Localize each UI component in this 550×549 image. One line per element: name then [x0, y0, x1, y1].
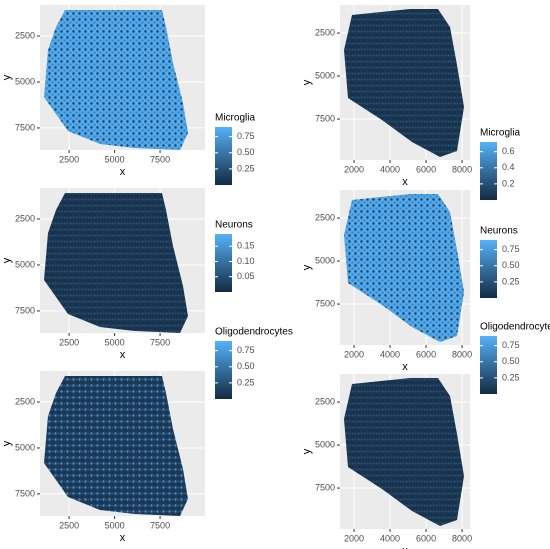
y-tick-label: 7500: [315, 298, 335, 308]
x-tick-label: 4000: [380, 349, 400, 359]
x-tick-label: 8000: [452, 164, 472, 174]
y-axis-label: y: [1, 440, 13, 446]
y-tick-label: 5000: [315, 439, 335, 449]
y-tick-label: 5000: [15, 76, 35, 86]
y-tick-label: 2500: [15, 30, 35, 40]
x-tick-label: 2000: [344, 164, 364, 174]
colorbar-tick-label: 0.75: [502, 340, 520, 350]
y-tick-label: 2500: [15, 396, 35, 406]
y-axis-label: y: [301, 79, 313, 85]
y-tick-label: 7500: [15, 305, 35, 315]
x-tick-label: 5000: [105, 154, 125, 164]
x-axis-label: x: [402, 176, 408, 188]
y-axis-label: y: [1, 257, 13, 263]
colorbar-tick-label: 0.2: [502, 178, 515, 188]
tissue-spots: [44, 376, 188, 516]
tissue-spots: [44, 10, 188, 150]
colorbar-tick-label: 0.50: [237, 361, 255, 371]
x-tick-label: 2500: [59, 154, 79, 164]
y-tick-label: 2500: [15, 213, 35, 223]
colorbar: [215, 127, 232, 185]
tissue-spots: [344, 378, 464, 526]
x-axis-label: x: [402, 545, 408, 549]
x-tick-label: 6000: [416, 349, 436, 359]
y-tick-label: 7500: [315, 113, 335, 123]
y-tick-label: 2500: [315, 27, 335, 37]
x-axis-label: x: [120, 349, 126, 361]
x-tick-label: 2000: [344, 533, 364, 543]
y-tick-label: 5000: [315, 70, 335, 80]
y-axis-label: y: [301, 264, 313, 270]
x-tick-label: 2500: [59, 520, 79, 530]
y-axis-label: y: [301, 448, 313, 454]
x-tick-label: 2000: [344, 349, 364, 359]
y-tick-label: 5000: [315, 255, 335, 265]
colorbar-tick-label: 0.25: [502, 276, 520, 286]
y-tick-label: 7500: [15, 488, 35, 498]
y-tick-label: 2500: [315, 396, 335, 406]
y-tick-label: 2500: [315, 212, 335, 222]
x-tick-label: 7500: [150, 154, 170, 164]
colorbar: [480, 240, 497, 298]
x-tick-label: 2500: [59, 337, 79, 347]
legend-title: Oligodendrocytes: [215, 327, 293, 338]
colorbar-tick-label: 0.4: [502, 162, 515, 172]
legend-title: Microglia: [480, 128, 520, 139]
colorbar: [480, 142, 497, 200]
legend-title: Microglia: [215, 113, 255, 124]
x-tick-label: 5000: [105, 520, 125, 530]
tissue-spots: [344, 194, 464, 342]
y-axis-label: y: [1, 74, 13, 80]
colorbar-tick-label: 0.75: [237, 131, 255, 141]
x-tick-label: 8000: [452, 533, 472, 543]
colorbar: [480, 336, 497, 394]
y-tick-label: 5000: [15, 259, 35, 269]
legend-title: Oligodendrocytes: [480, 322, 550, 333]
colorbar: [215, 234, 232, 292]
colorbar-tick-label: 0.75: [502, 244, 520, 254]
colorbar: [215, 341, 232, 399]
legend-title: Neurons: [215, 220, 253, 231]
y-tick-label: 5000: [15, 442, 35, 452]
x-tick-label: 8000: [452, 349, 472, 359]
x-tick-label: 6000: [416, 164, 436, 174]
tissue-spots: [344, 9, 464, 157]
colorbar-tick-label: 0.50: [237, 147, 255, 157]
y-tick-label: 7500: [315, 482, 335, 492]
colorbar-tick-label: 0.75: [237, 345, 255, 355]
x-tick-label: 4000: [380, 164, 400, 174]
x-tick-label: 6000: [416, 533, 436, 543]
x-axis-label: x: [402, 361, 408, 373]
colorbar-tick-label: 0.50: [502, 356, 520, 366]
colorbar-tick-label: 0.15: [237, 241, 255, 251]
colorbar-tick-label: 0.10: [237, 256, 255, 266]
colorbar-tick-label: 0.50: [502, 260, 520, 270]
y-tick-label: 7500: [15, 122, 35, 132]
colorbar-tick-label: 0.6: [502, 146, 515, 156]
x-tick-label: 5000: [105, 337, 125, 347]
tissue-spots: [44, 193, 188, 333]
x-axis-label: x: [120, 166, 126, 178]
colorbar-tick-label: 0.05: [237, 271, 255, 281]
x-tick-label: 4000: [380, 533, 400, 543]
colorbar-tick-label: 0.25: [237, 377, 255, 387]
x-tick-label: 7500: [150, 520, 170, 530]
x-tick-label: 7500: [150, 337, 170, 347]
x-axis-label: x: [120, 532, 126, 544]
colorbar-tick-label: 0.25: [237, 163, 255, 173]
legend-title: Neurons: [480, 226, 518, 237]
colorbar-tick-label: 0.25: [502, 372, 520, 382]
